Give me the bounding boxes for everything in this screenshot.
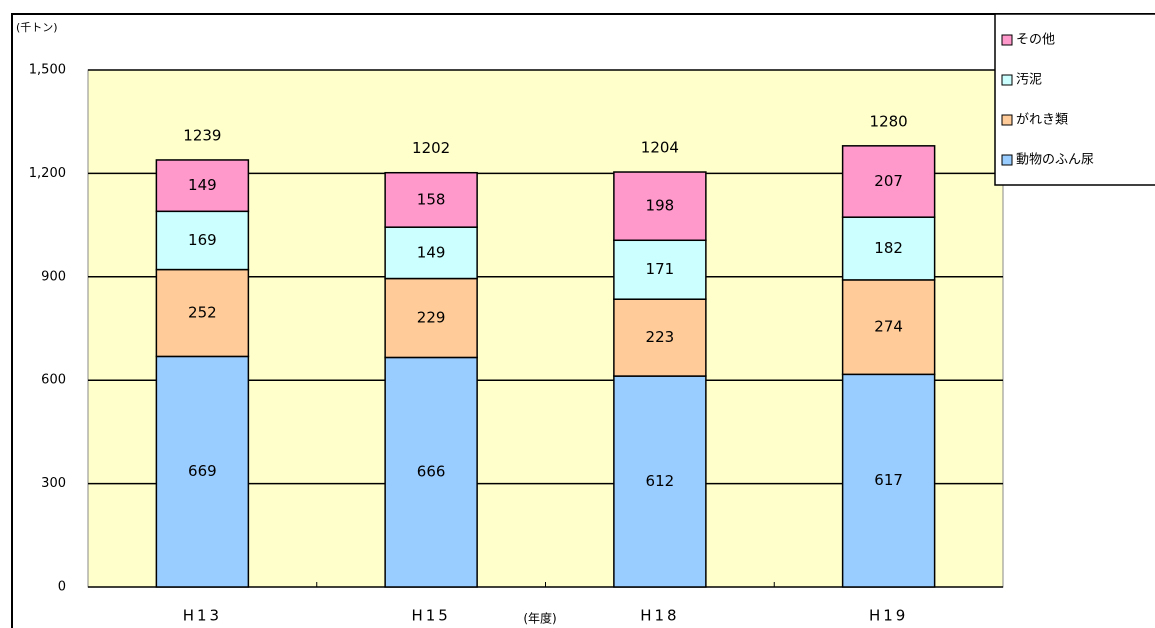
bar-segment	[613, 298, 707, 377]
legend-box	[994, 13, 1155, 186]
bar-segment	[155, 355, 250, 588]
value-label: 198	[646, 197, 675, 215]
bar-segment	[155, 210, 250, 271]
value-label: 252	[188, 303, 217, 321]
bar-segment	[384, 226, 478, 280]
bar-segment	[155, 159, 250, 213]
y-tick-label: 300	[41, 476, 66, 491]
value-label: 669	[188, 462, 217, 480]
value-label: 158	[417, 190, 446, 208]
y-tick-label: 900	[41, 269, 66, 284]
legend-swatch	[1001, 74, 1013, 86]
bar-segment	[155, 268, 250, 358]
total-label: 1280	[870, 112, 908, 130]
value-label: 149	[417, 243, 446, 261]
bar-segment	[841, 145, 936, 218]
y-tick-label: 1,500	[29, 63, 66, 78]
x-tick-label: H15	[411, 607, 450, 625]
y-tick-label: 0	[58, 580, 66, 595]
x-tick-label: H18	[640, 607, 679, 625]
legend-swatch	[1001, 34, 1013, 46]
y-tick-label: 1,200	[29, 166, 66, 181]
total-label: 1204	[641, 139, 679, 157]
y-tick-label: 600	[41, 373, 66, 388]
total-label: 1239	[183, 126, 221, 144]
legend-swatch	[1001, 114, 1013, 126]
x-tick-label: H19	[869, 607, 908, 625]
value-label: 169	[188, 231, 217, 249]
legend-label: がれき類	[1016, 113, 1068, 128]
legend-label: 汚泥	[1016, 73, 1042, 88]
bar-segment	[613, 239, 707, 300]
y-axis-label: (千トン)	[16, 21, 58, 34]
legend-label: その他	[1016, 33, 1055, 48]
total-label: 1202	[412, 139, 450, 157]
bar-segment	[613, 171, 707, 242]
bar-segment	[613, 375, 707, 588]
bar-segment	[384, 277, 478, 359]
bar-segment	[841, 373, 936, 588]
value-label: 617	[874, 471, 903, 489]
value-label: 229	[417, 308, 446, 326]
value-label: 666	[417, 463, 446, 481]
value-label: 612	[646, 472, 675, 490]
legend-label: 動物のふん尿	[1016, 153, 1094, 168]
value-label: 207	[874, 172, 903, 190]
legend-swatch	[1001, 154, 1013, 166]
bar-segment	[384, 356, 478, 588]
x-tick-label: H13	[183, 607, 222, 625]
value-label: 182	[874, 239, 903, 257]
bar-segment	[384, 171, 478, 228]
value-label: 274	[874, 318, 903, 336]
chart-border	[11, 13, 1155, 628]
value-label: 149	[188, 176, 217, 194]
x-axis-label: (年度)	[523, 611, 556, 626]
value-label: 171	[646, 260, 675, 278]
bar-segment	[841, 279, 936, 376]
bar-segment	[841, 216, 936, 281]
value-label: 223	[646, 328, 675, 346]
